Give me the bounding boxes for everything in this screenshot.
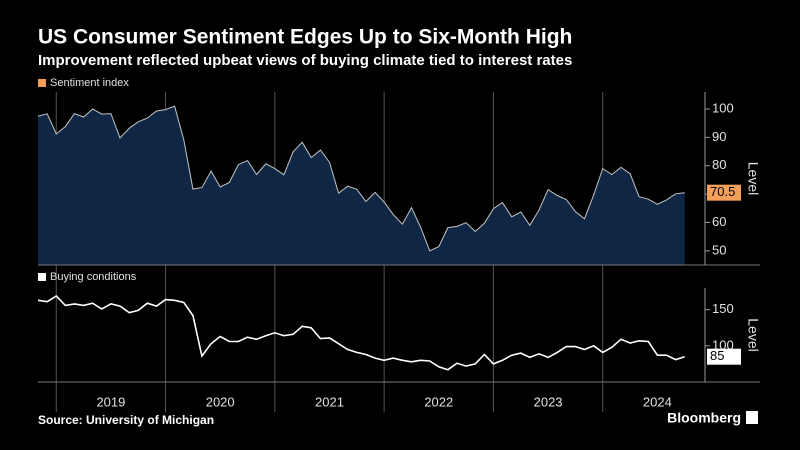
y-tick-label: 80 <box>712 157 726 172</box>
x-tick-label: 2020 <box>206 394 235 409</box>
y-tick-label: 50 <box>712 242 726 257</box>
y-tick-label: 60 <box>712 214 726 229</box>
source: Source: University of Michigan <box>38 413 214 427</box>
legend-label: Buying conditions <box>50 271 137 283</box>
y-tick-label: 90 <box>712 129 726 144</box>
last-value-label: 70.5 <box>710 184 735 199</box>
last-value-label: 85 <box>710 348 724 363</box>
last-value-box <box>707 184 741 201</box>
x-tick-label: 2021 <box>315 394 344 409</box>
chart-title: US Consumer Sentiment Edges Up to Six-Mo… <box>38 26 572 49</box>
line <box>37 105 685 252</box>
y-tick-label: 150 <box>712 301 734 316</box>
chart-subtitle: Improvement reflected upbeat views of bu… <box>38 52 572 69</box>
y-tick-label: 100 <box>712 337 734 352</box>
x-tick-label: 2023 <box>534 394 563 409</box>
legend-swatch <box>38 79 46 87</box>
y-tick-label: 100 <box>712 100 734 115</box>
area-fill <box>38 106 685 265</box>
legend-swatch <box>38 273 46 281</box>
x-tick-label: 2022 <box>424 394 453 409</box>
legend-label: Sentiment index <box>50 77 129 89</box>
brand: Bloomberg <box>667 410 741 426</box>
line <box>37 294 685 371</box>
y-axis-label: Level <box>745 318 761 351</box>
last-value-box <box>707 348 741 365</box>
y-axis-label: Level <box>745 162 761 195</box>
x-tick-label: 2019 <box>96 394 125 409</box>
x-tick-label: 2024 <box>643 394 672 409</box>
brand-icon <box>746 411 758 424</box>
